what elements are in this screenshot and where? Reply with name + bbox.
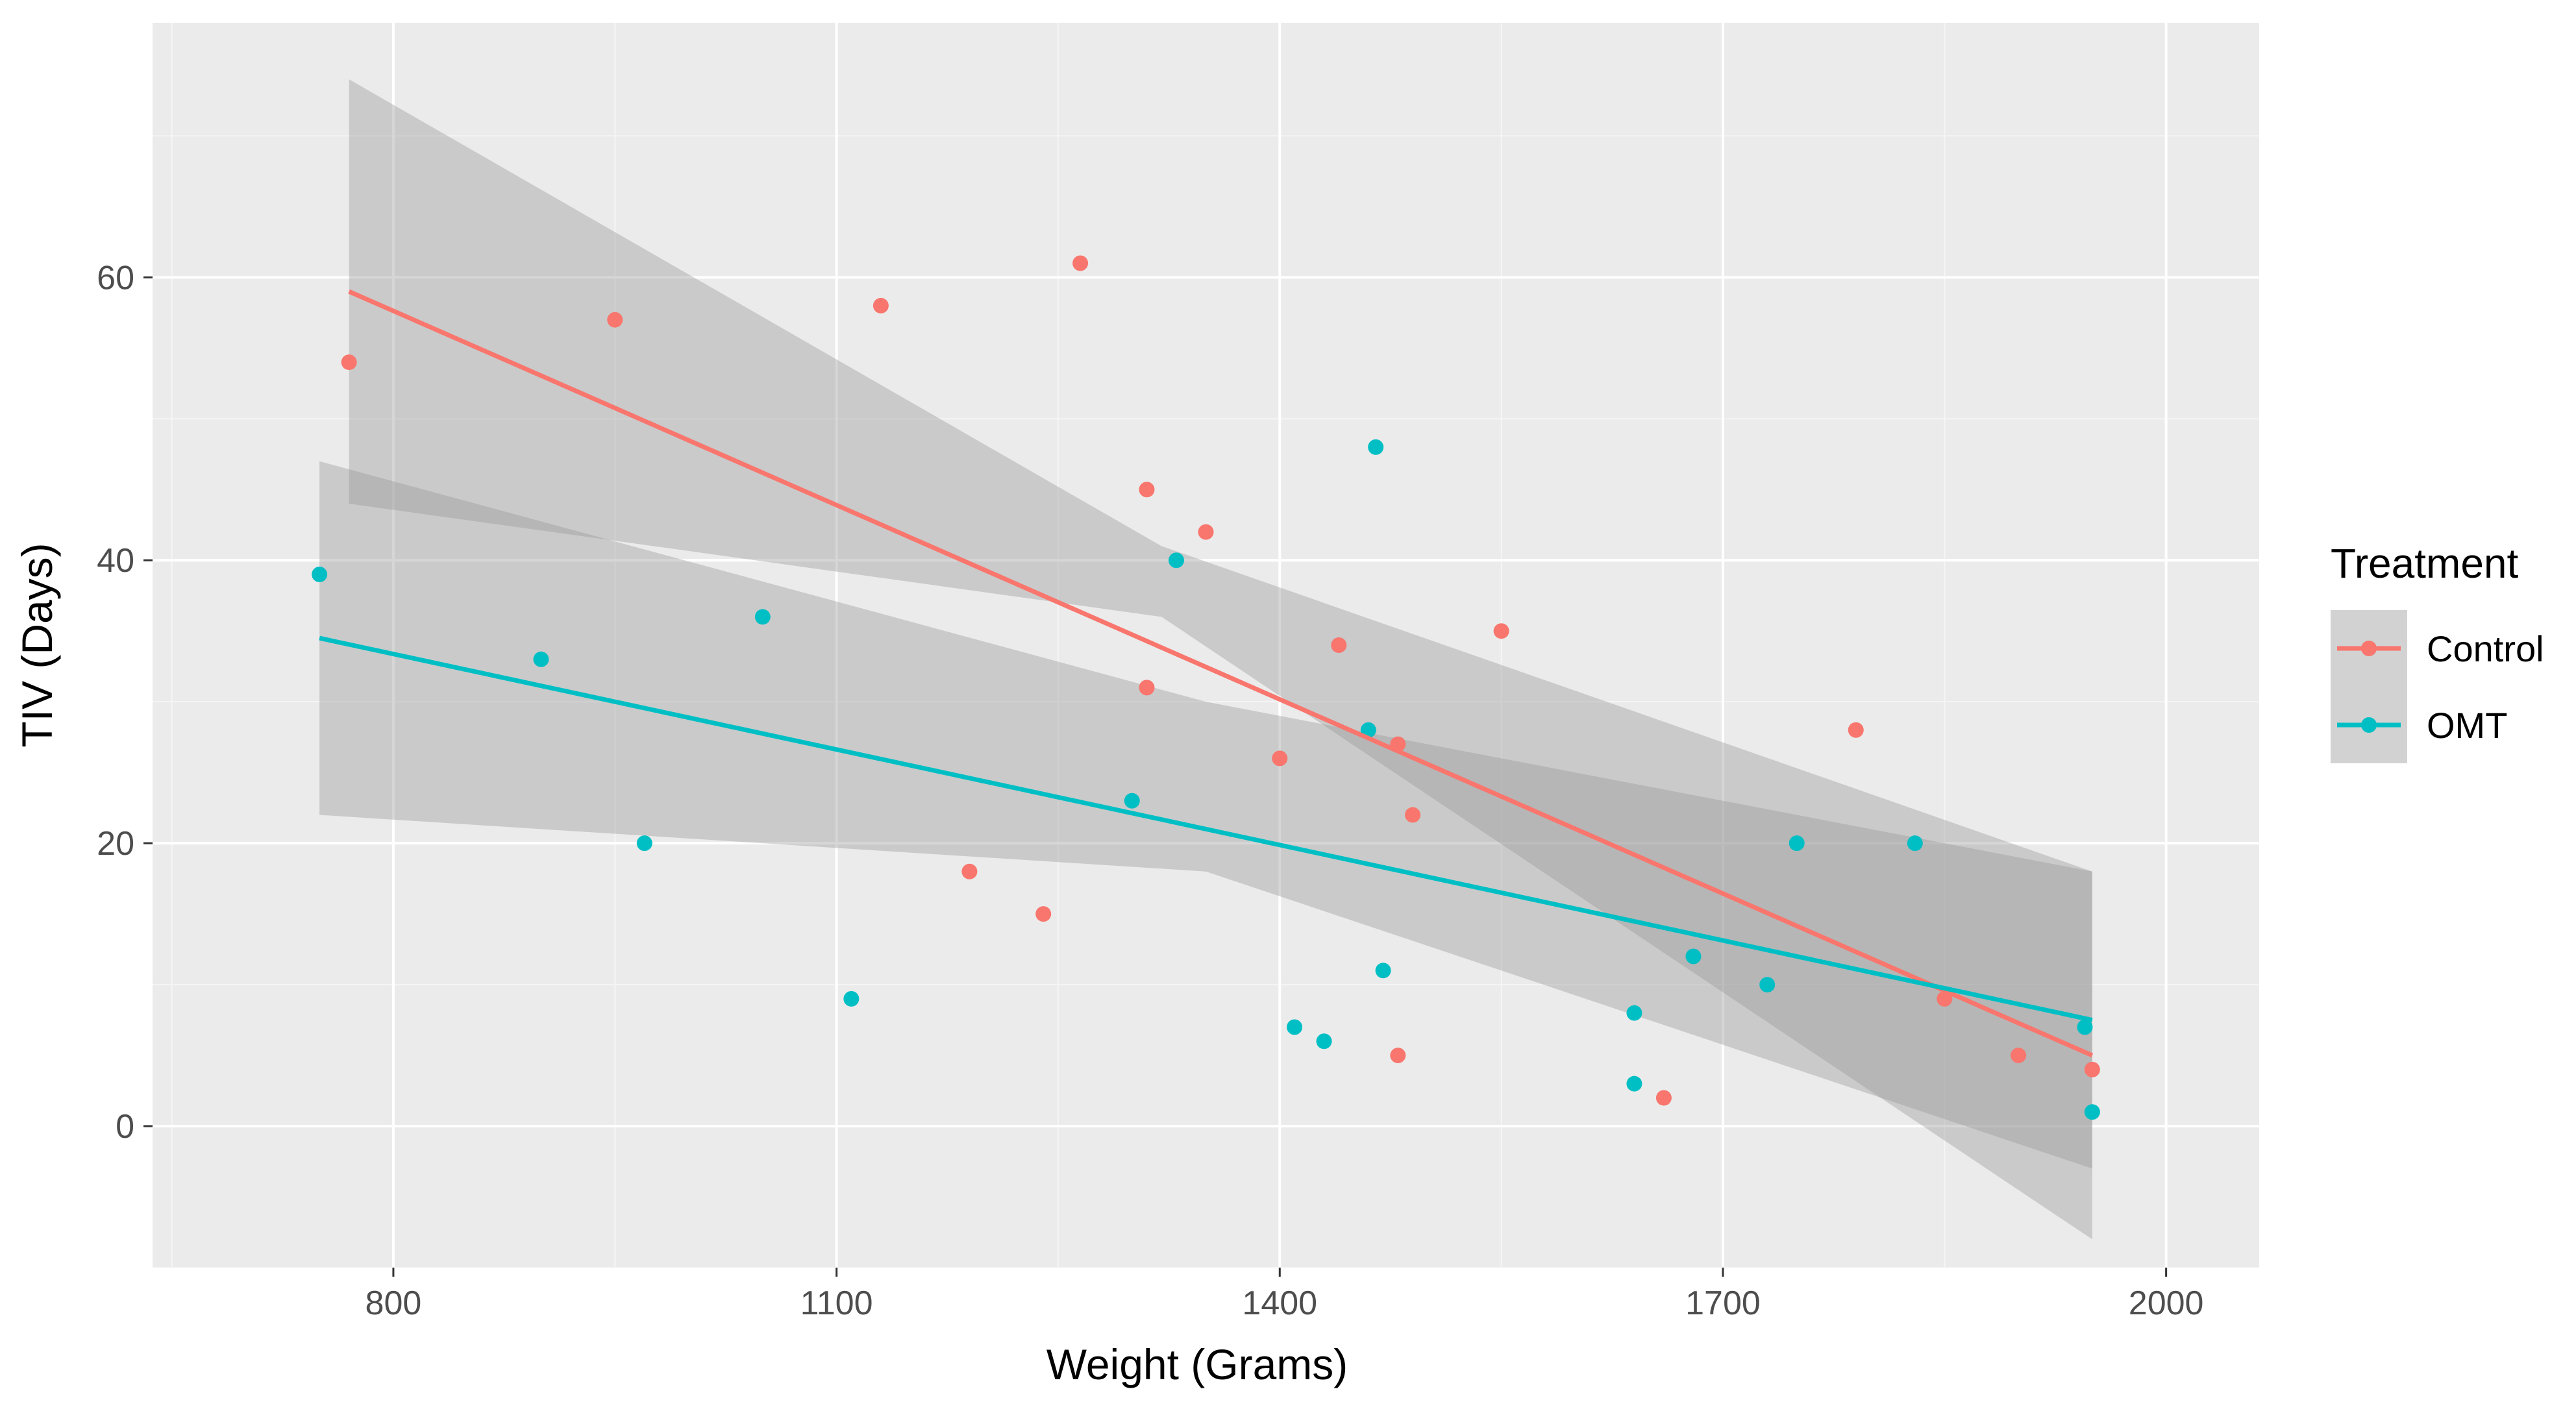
fit-line-omt xyxy=(319,635,2093,1023)
x-tick-label: 1400 xyxy=(1242,1284,1317,1322)
point-control xyxy=(873,297,889,313)
point-control xyxy=(1493,623,1509,639)
ci-band-omt xyxy=(319,461,2092,1169)
point-control xyxy=(1139,482,1155,498)
grid-minor xyxy=(153,23,2259,1268)
point-control xyxy=(1390,1048,1406,1064)
axis-ticks xyxy=(143,276,2168,1277)
plot-panel xyxy=(153,23,2259,1268)
point-omt xyxy=(1626,1075,1642,1092)
x-tick-label: 800 xyxy=(365,1284,422,1322)
x-tick-label: 1700 xyxy=(1685,1284,1761,1322)
data-points xyxy=(312,255,2100,1120)
point-omt xyxy=(1626,1005,1642,1021)
point-omt xyxy=(1375,963,1391,979)
y-axis-title: TIV (Days) xyxy=(13,543,61,747)
point-omt xyxy=(533,651,549,667)
point-control xyxy=(1331,637,1347,653)
point-omt xyxy=(1789,835,1805,852)
grid-major xyxy=(153,23,2259,1268)
legend-title: Treatment xyxy=(2331,540,2519,587)
point-control xyxy=(1198,524,1214,540)
fit-line-control xyxy=(348,289,2094,1058)
legend: Treatment Control OMT xyxy=(2331,540,2544,763)
point-omt xyxy=(1360,722,1376,738)
point-control xyxy=(1035,906,1052,922)
point-omt xyxy=(754,609,771,625)
legend-key-point-control xyxy=(2361,641,2377,656)
point-omt xyxy=(1287,1019,1303,1035)
point-control xyxy=(1072,255,1089,271)
x-axis-title: Weight (Grams) xyxy=(1046,1340,1348,1388)
y-tick-label: 40 xyxy=(97,542,134,580)
legend-key-point-omt xyxy=(2361,717,2377,733)
point-control xyxy=(1937,990,1953,1007)
y-tick-labels: 0 20 40 60 xyxy=(97,259,134,1146)
point-omt xyxy=(1685,948,1702,965)
point-omt xyxy=(1907,835,1923,852)
legend-label-omt: OMT xyxy=(2427,705,2507,746)
x-tick-labels: 800 1100 1400 1700 2000 xyxy=(365,1284,2204,1322)
point-omt xyxy=(312,567,328,583)
point-omt xyxy=(2077,1019,2093,1035)
point-omt xyxy=(1368,439,1384,455)
point-control xyxy=(1848,722,1864,738)
point-control xyxy=(1655,1090,1672,1106)
point-control xyxy=(1272,750,1288,767)
point-control xyxy=(341,354,357,371)
confidence-bands xyxy=(319,79,2092,1240)
x-tick-label: 1100 xyxy=(800,1284,873,1322)
y-tick-label: 60 xyxy=(97,259,134,297)
point-omt xyxy=(843,990,860,1007)
point-omt xyxy=(1124,793,1140,809)
point-control xyxy=(2011,1048,2027,1064)
point-omt xyxy=(2084,1104,2100,1120)
y-tick-label: 20 xyxy=(97,825,134,863)
point-omt xyxy=(636,835,652,852)
ci-band-control xyxy=(349,79,2092,1240)
point-omt xyxy=(1759,977,1776,993)
point-control xyxy=(1405,807,1421,823)
fit-lines xyxy=(319,289,2094,1058)
point-omt xyxy=(1168,552,1184,569)
x-tick-label: 2000 xyxy=(2129,1284,2204,1322)
point-control xyxy=(2084,1061,2100,1077)
legend-label-control: Control xyxy=(2427,628,2544,669)
point-control xyxy=(961,863,978,879)
point-control xyxy=(1139,680,1155,696)
point-control xyxy=(607,312,623,328)
y-tick-label: 0 xyxy=(116,1108,134,1146)
point-omt xyxy=(1316,1033,1332,1050)
